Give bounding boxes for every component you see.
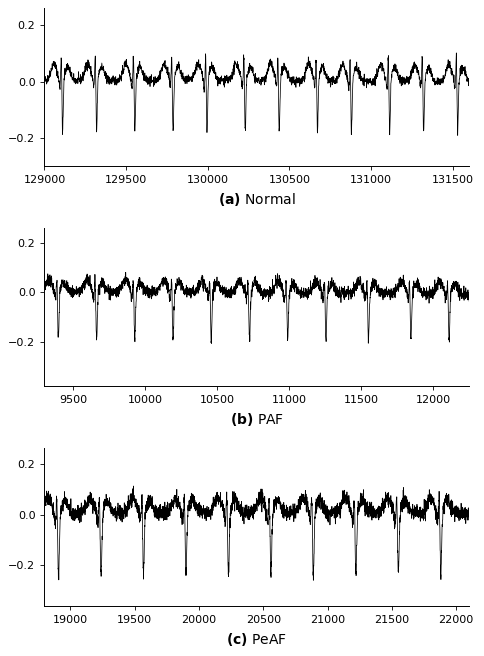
X-axis label: $\mathbf{(b)}$ PAF: $\mathbf{(b)}$ PAF — [230, 411, 284, 428]
X-axis label: $\mathbf{(a)}$ Normal: $\mathbf{(a)}$ Normal — [218, 190, 296, 207]
X-axis label: $\mathbf{(c)}$ PeAF: $\mathbf{(c)}$ PeAF — [227, 630, 287, 647]
